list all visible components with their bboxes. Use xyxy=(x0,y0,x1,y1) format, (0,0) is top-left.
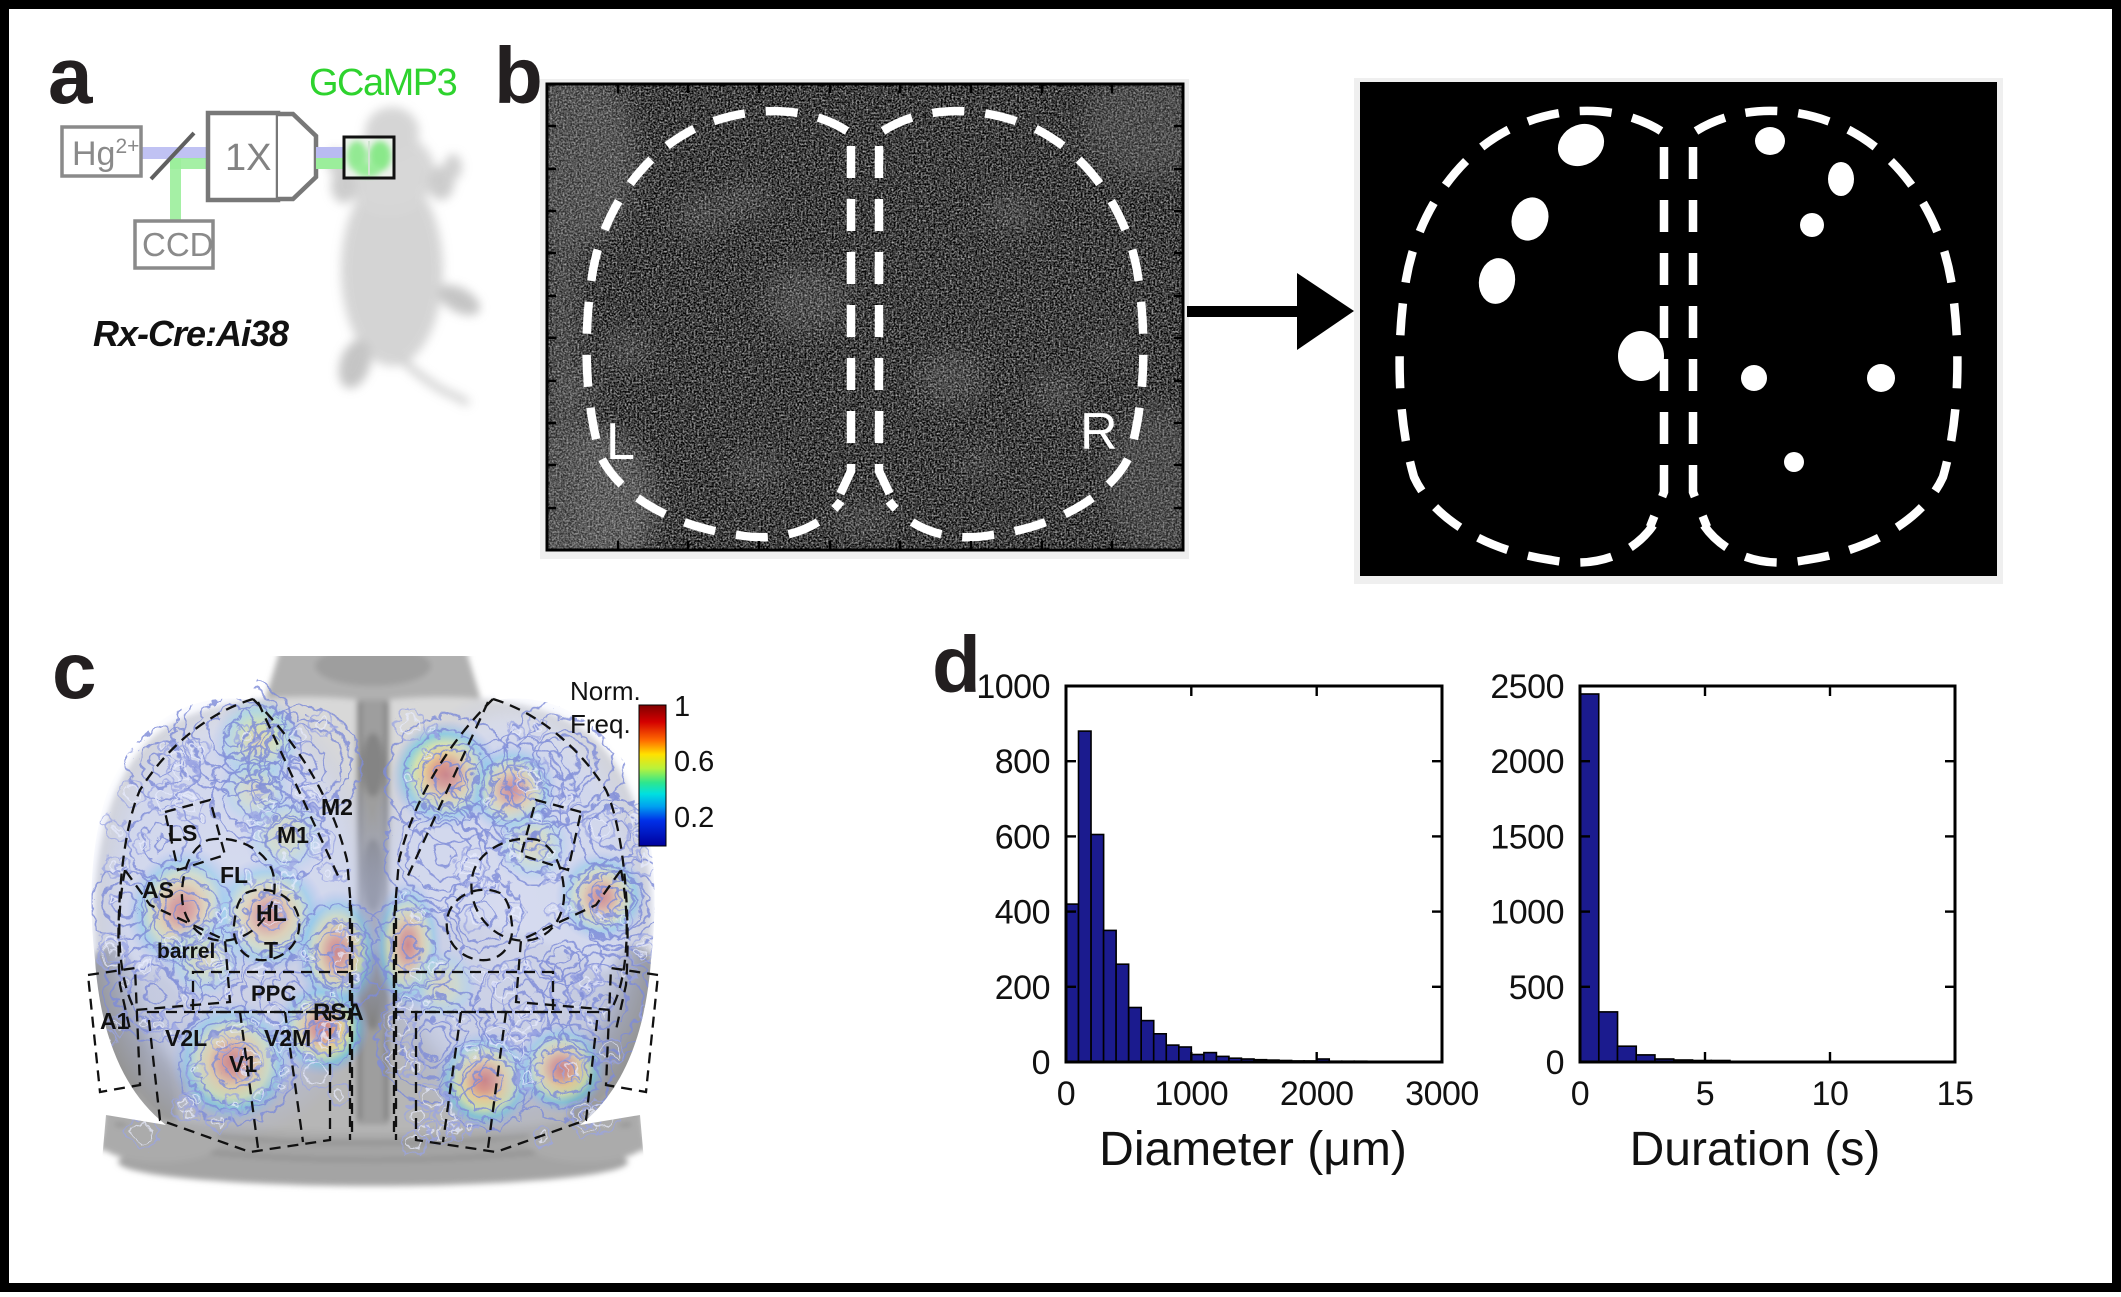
svg-text:T: T xyxy=(264,937,278,963)
svg-text:2000: 2000 xyxy=(1280,1075,1354,1113)
svg-text:LS: LS xyxy=(168,820,197,846)
svg-text:600: 600 xyxy=(995,818,1050,856)
svg-text:0.6: 0.6 xyxy=(674,746,714,778)
svg-text:800: 800 xyxy=(995,743,1050,781)
svg-text:AS: AS xyxy=(142,877,174,903)
svg-text:c: c xyxy=(52,626,97,715)
svg-text:1X: 1X xyxy=(225,137,271,179)
svg-text:0: 0 xyxy=(1571,1075,1589,1113)
svg-text:400: 400 xyxy=(995,894,1050,932)
svg-text:Rx-Cre:Ai38: Rx-Cre:Ai38 xyxy=(93,313,289,354)
svg-text:Diameter (μm): Diameter (μm) xyxy=(1099,1123,1407,1176)
svg-text:V2L: V2L xyxy=(165,1025,207,1051)
svg-text:Norm.: Norm. xyxy=(570,676,641,706)
svg-text:1: 1 xyxy=(674,691,690,723)
svg-text:1000: 1000 xyxy=(1154,1075,1228,1113)
svg-text:A1: A1 xyxy=(100,1008,130,1034)
svg-text:HL: HL xyxy=(256,900,287,926)
svg-text:1500: 1500 xyxy=(1490,818,1564,856)
svg-text:barrel: barrel xyxy=(157,940,215,963)
svg-text:GCaMP3: GCaMP3 xyxy=(309,62,457,104)
svg-text:2500: 2500 xyxy=(1490,668,1564,706)
svg-text:2000: 2000 xyxy=(1490,743,1564,781)
svg-text:0: 0 xyxy=(1032,1044,1050,1082)
svg-text:Freq.: Freq. xyxy=(570,709,631,739)
svg-text:M1: M1 xyxy=(277,822,309,848)
svg-text:d: d xyxy=(932,620,981,709)
svg-text:V2M: V2M xyxy=(264,1025,311,1051)
svg-text:0: 0 xyxy=(1057,1075,1075,1113)
svg-text:1000: 1000 xyxy=(1490,894,1564,932)
svg-text:200: 200 xyxy=(995,969,1050,1007)
svg-text:3000: 3000 xyxy=(1405,1075,1479,1113)
svg-text:V1: V1 xyxy=(229,1051,257,1077)
svg-text:PPC: PPC xyxy=(251,981,296,1006)
svg-text:Duration (s): Duration (s) xyxy=(1630,1123,1881,1176)
svg-text:M2: M2 xyxy=(321,794,353,820)
svg-text:0: 0 xyxy=(1546,1044,1564,1082)
svg-text:RSA: RSA xyxy=(313,999,364,1026)
svg-text:1000: 1000 xyxy=(976,668,1050,706)
svg-text:R: R xyxy=(1080,403,1118,461)
svg-text:a: a xyxy=(48,31,93,120)
svg-text:5: 5 xyxy=(1696,1075,1714,1113)
svg-text:FL: FL xyxy=(220,862,248,888)
svg-text:b: b xyxy=(494,31,543,120)
svg-text:500: 500 xyxy=(1509,969,1564,1007)
svg-text:0.2: 0.2 xyxy=(674,802,714,834)
svg-text:CCD: CCD xyxy=(142,226,214,263)
svg-text:15: 15 xyxy=(1937,1075,1974,1113)
svg-text:10: 10 xyxy=(1812,1075,1849,1113)
svg-text:L: L xyxy=(606,413,635,471)
